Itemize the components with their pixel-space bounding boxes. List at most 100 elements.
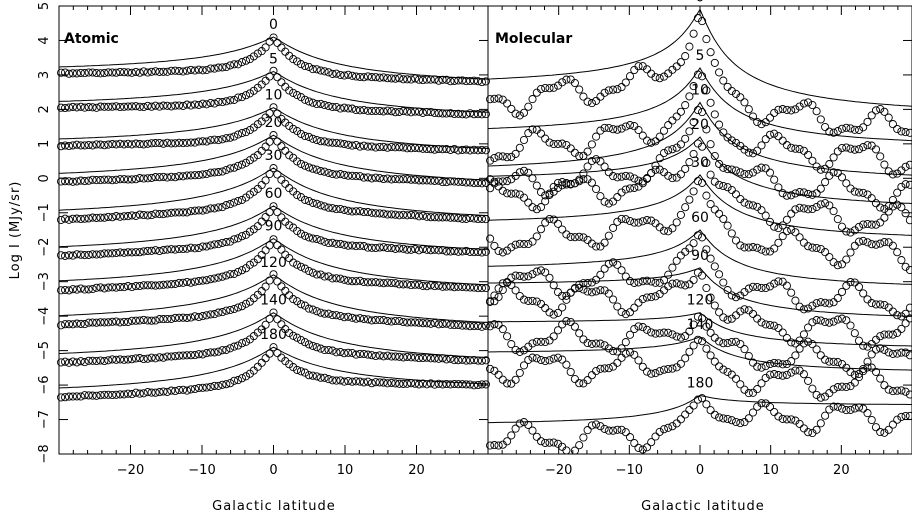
molecular-point: [816, 165, 825, 174]
atomic-point: [234, 267, 243, 276]
molecular-point: [600, 197, 609, 206]
atomic-point: [108, 176, 117, 185]
atomic-x-tick-label: −20: [117, 463, 144, 478]
atomic-point: [214, 97, 223, 106]
atomic-point: [277, 43, 286, 52]
atomic-point: [340, 139, 349, 149]
atomic-point: [175, 278, 184, 287]
atomic-series-0: [57, 33, 490, 87]
atomic-point: [293, 90, 302, 100]
molecular-point: [736, 93, 745, 102]
molecular-point: [600, 123, 609, 132]
molecular-point: [808, 190, 817, 199]
atomic-point: [273, 73, 282, 82]
atomic-point: [135, 248, 144, 257]
atomic-point: [462, 356, 471, 365]
atomic-point: [473, 284, 483, 293]
atomic-series-5: [57, 66, 490, 119]
molecular-point: [867, 220, 876, 229]
atomic-point: [438, 109, 447, 118]
molecular-point: [765, 217, 775, 226]
atomic-point: [237, 232, 247, 241]
molecular-point: [888, 349, 897, 358]
atomic-point: [159, 387, 168, 396]
molecular-point: [575, 379, 584, 388]
molecular-point: [816, 244, 825, 254]
atomic-point: [198, 170, 207, 179]
atomic-point: [328, 69, 337, 78]
molecular-point: [638, 277, 647, 286]
atomic-point: [104, 318, 113, 327]
atomic-point: [64, 141, 74, 151]
atomic-point: [194, 206, 203, 215]
molecular-point: [553, 326, 563, 335]
molecular-point: [664, 282, 673, 291]
molecular-point: [625, 172, 635, 181]
atomic-point: [332, 348, 341, 357]
atomic-point: [123, 175, 133, 184]
molecular-point: [579, 279, 588, 288]
atomic-point: [131, 175, 140, 184]
atomic-point: [245, 260, 254, 269]
atomic-point: [462, 145, 471, 154]
atomic-point: [163, 314, 172, 324]
atomic-point: [139, 247, 148, 256]
atomic-point: [289, 124, 298, 133]
atomic-point: [371, 209, 380, 218]
molecular-point: [642, 174, 652, 183]
atomic-point: [367, 73, 376, 82]
atomic-point: [116, 175, 125, 184]
molecular-point: [829, 128, 838, 137]
molecular-point: [507, 189, 516, 198]
atomic-point: [442, 319, 451, 328]
atomic-point: [411, 211, 420, 220]
atomic-point: [285, 254, 294, 263]
molecular-point: [609, 362, 618, 371]
molecular-point: [731, 190, 741, 199]
atomic-point: [222, 345, 231, 354]
atomic-point: [336, 170, 345, 179]
atomic-point: [186, 138, 195, 147]
molecular-point: [778, 232, 787, 241]
atomic-y-tick-label: −3: [37, 272, 52, 291]
molecular-point: [884, 303, 893, 312]
molecular-point: [799, 330, 808, 339]
molecular-curve-label: 30: [691, 155, 709, 171]
atomic-point: [190, 171, 199, 180]
atomic-point: [261, 176, 270, 185]
atomic-point: [234, 60, 243, 69]
molecular-point: [850, 378, 859, 387]
molecular-point: [859, 143, 868, 152]
atomic-point: [442, 75, 451, 84]
atomic-point: [210, 381, 219, 390]
atomic-point: [430, 354, 439, 363]
atomic-point: [395, 107, 404, 116]
molecular-point: [791, 296, 800, 305]
molecular-point: [829, 385, 838, 394]
molecular-point: [736, 307, 745, 316]
molecular-point: [757, 363, 766, 372]
molecular-point: [859, 289, 868, 298]
atomic-point: [300, 231, 310, 240]
atomic-point: [391, 352, 400, 361]
atomic-point: [340, 170, 349, 179]
molecular-point: [511, 375, 520, 384]
atomic-point: [175, 244, 184, 254]
atomic-point: [230, 342, 239, 351]
molecular-point: [486, 175, 495, 184]
molecular-point: [706, 48, 715, 57]
molecular-curve-label: 20: [691, 117, 709, 133]
molecular-point: [528, 339, 537, 348]
atomic-point: [352, 140, 361, 150]
atomic-point: [112, 175, 121, 184]
atomic-point: [352, 105, 361, 115]
molecular-point: [672, 62, 681, 71]
molecular-point: [634, 176, 643, 185]
atomic-point: [57, 68, 66, 77]
molecular-point: [757, 206, 766, 215]
molecular-point: [562, 295, 571, 304]
molecular-point: [511, 345, 520, 354]
atomic-point: [296, 93, 306, 102]
molecular-point: [685, 347, 694, 356]
molecular-point: [503, 189, 512, 198]
